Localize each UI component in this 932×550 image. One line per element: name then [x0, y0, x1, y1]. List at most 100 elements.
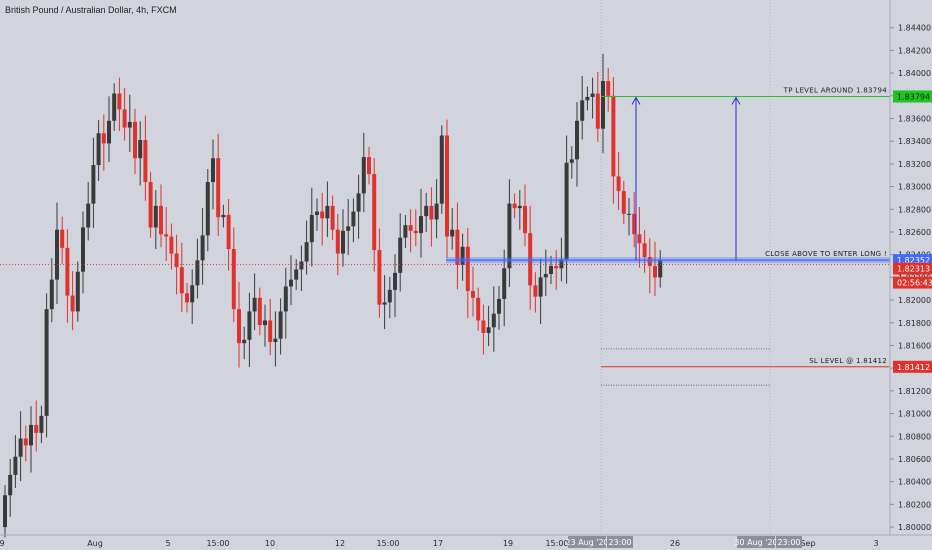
candle [81, 211, 85, 294]
candle-body [528, 233, 533, 286]
candle [642, 230, 647, 273]
time-tick-label: 26 [670, 539, 680, 548]
candle-body [289, 279, 293, 287]
candle-body [465, 246, 470, 291]
candle [200, 208, 205, 285]
candle [325, 181, 330, 238]
tp-price-tag-text: 1.83794 [897, 92, 930, 101]
candle [330, 195, 335, 240]
candle-body [65, 247, 70, 296]
range-start-date-tag: 23 Aug '20 [565, 536, 609, 548]
candle [356, 174, 361, 239]
candle-body [611, 95, 616, 177]
candle [580, 75, 585, 140]
time-axis[interactable]: 9 Aug 5 15:00 10 12 15:00 17 19 15:00 26 Sep 3 23 Aug… [0, 536, 879, 548]
candle-body [637, 234, 642, 244]
candle [445, 119, 449, 259]
sl-price-tag-text: 1.81412 [897, 363, 930, 372]
candle-body [549, 266, 553, 274]
candle-body [580, 100, 585, 121]
candle [569, 146, 574, 179]
time-tick-label: Aug [87, 539, 103, 548]
candle [523, 184, 527, 247]
candle-body [278, 311, 283, 339]
candle-body [86, 203, 91, 228]
price-tick-label: 1.83000 [898, 183, 931, 192]
candle-body [538, 277, 543, 297]
price-axis[interactable]: 1.844001.842001.840001.838001.836001.834… [890, 24, 932, 532]
candle-body [159, 205, 163, 235]
candle [211, 139, 215, 210]
candle [543, 249, 548, 297]
candle-body [179, 267, 184, 294]
candle-body [481, 320, 486, 333]
price-tick-label: 1.84000 [898, 69, 931, 78]
candle-body [23, 438, 28, 446]
candle [502, 249, 507, 327]
candle-body [439, 135, 444, 204]
sl-price-tag-bg [893, 360, 932, 373]
range-start-time-tag-text: 23:00 [608, 538, 631, 547]
candle-body [18, 438, 23, 457]
candle-body [621, 191, 626, 214]
time-tick-label: 15:00 [206, 539, 229, 548]
candle [242, 326, 247, 360]
target-arrow-head [631, 96, 641, 105]
candle-body [658, 260, 663, 278]
candle-body [601, 81, 605, 129]
candle [148, 171, 153, 238]
candle [434, 179, 439, 239]
candle-body [13, 456, 18, 475]
candle-body [559, 259, 564, 269]
candle-body [195, 260, 200, 286]
candle [590, 77, 595, 119]
sl-label: SL LEVEL @ 1.81412 [809, 357, 887, 365]
candle [538, 258, 543, 324]
candle-body [174, 253, 179, 268]
candle-body [216, 158, 221, 218]
candle-body [533, 285, 538, 297]
candle [273, 311, 278, 367]
candle [86, 182, 91, 241]
candle [460, 233, 465, 281]
candle [621, 180, 626, 225]
candle-body [226, 214, 231, 250]
candle-body [341, 230, 345, 254]
candle [159, 184, 163, 248]
candle-body [564, 162, 569, 260]
candle [3, 485, 7, 538]
candle-body [419, 216, 423, 234]
candle [632, 192, 637, 248]
candle-body [3, 495, 7, 528]
candle [471, 266, 475, 317]
candle [133, 108, 137, 175]
range-start-date-tag-text: 23 Aug '20 [565, 538, 608, 547]
range-end-time-tag-text: 23:00 [777, 538, 800, 547]
candle [497, 285, 501, 330]
candle [367, 146, 371, 185]
candle-body [211, 158, 215, 183]
candle-body [382, 302, 387, 305]
candle-body [299, 261, 304, 270]
candle [606, 67, 611, 112]
time-tick-label: 17 [433, 539, 443, 548]
candle [216, 133, 221, 236]
candle-body [497, 298, 501, 314]
candle [195, 238, 200, 299]
candle-body [169, 236, 174, 254]
candle-body [268, 320, 273, 343]
candle-body [595, 93, 600, 129]
candle-body [44, 309, 49, 416]
time-tick-label: 5 [165, 539, 170, 548]
candle [372, 158, 377, 272]
chart-title: British Pound / Australian Dollar, 4h, F… [5, 5, 177, 15]
candle [268, 298, 273, 356]
candle [382, 275, 387, 330]
candle [190, 269, 195, 324]
candle [117, 77, 122, 131]
candle [481, 304, 486, 355]
candle-body [486, 327, 491, 333]
price-tick-label: 1.82600 [898, 228, 931, 237]
